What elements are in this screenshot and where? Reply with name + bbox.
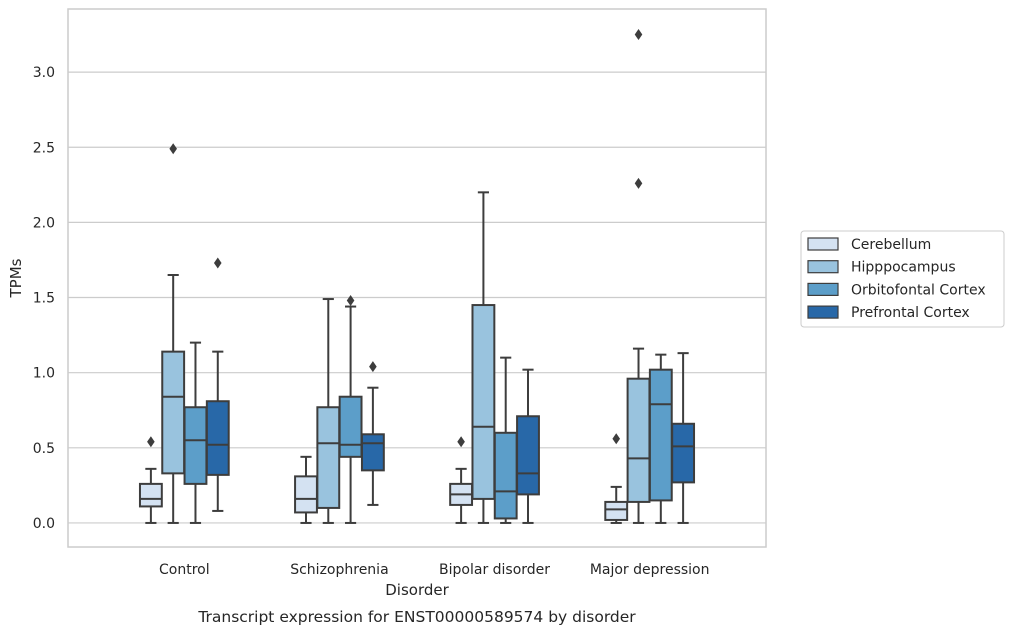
x-tick-labels: Control Schizophrenia Bipolar disorder Majo… [159, 562, 709, 578]
box-iqr [183, 406, 208, 485]
outlier-point [213, 257, 222, 269]
box [493, 356, 518, 524]
x-tick-label: Bipolar disorder [439, 562, 550, 578]
outlier-point [457, 436, 465, 448]
box-iqr [138, 482, 163, 508]
outlier-point [612, 433, 621, 445]
x-axis-title: Disorder [385, 581, 449, 599]
legend-items: Cerebellum Hipppocampus Orbitofontal Corte… [807, 237, 986, 321]
box-iqr [516, 415, 540, 496]
box [626, 29, 651, 524]
legend-swatch [807, 237, 839, 251]
y-tick-label: 2.0 [33, 215, 55, 231]
x-tick-label: Control [159, 562, 210, 578]
box [516, 368, 540, 524]
legend-label: Orbitofontal Cortex [851, 282, 986, 298]
box-iqr [648, 368, 673, 502]
box-iqr [671, 422, 696, 484]
y-axis-title: TPMs [7, 258, 25, 298]
box-iqr [294, 475, 318, 514]
box-iqr [471, 304, 496, 500]
y-tick-label: 1.0 [33, 366, 55, 382]
box [360, 361, 385, 506]
box [471, 191, 496, 524]
outlier-point [346, 295, 355, 307]
y-tick-label: 0.0 [33, 516, 55, 532]
box [316, 298, 341, 524]
box-iqr [161, 350, 186, 475]
box-series [138, 29, 696, 524]
box-iqr [626, 377, 651, 503]
legend-swatch [807, 282, 839, 296]
x-tick-label: Major depression [590, 562, 710, 578]
y-tick-label: 1.5 [33, 291, 55, 307]
box-iqr [338, 395, 363, 458]
box [604, 433, 629, 524]
outlier-point [634, 177, 643, 189]
outlier-point [369, 361, 377, 373]
y-tick-label: 0.5 [33, 441, 55, 457]
legend: Cerebellum Hipppocampus Orbitofontal Corte… [800, 230, 1005, 328]
box-iqr [316, 406, 341, 509]
y-tick-label: 3.0 [33, 65, 55, 81]
y-tick-labels: 0.0 0.5 1.0 1.5 2.0 2.5 3.0 [33, 65, 55, 532]
box-iqr [360, 433, 385, 472]
box [294, 455, 318, 524]
legend-frame [800, 230, 1005, 328]
legend-label: Cerebellum [851, 237, 931, 253]
chart-caption: Transcript expression for ENST0000058957… [197, 608, 636, 626]
box [671, 352, 696, 524]
box-iqr [493, 431, 518, 520]
box-iqr [604, 500, 629, 521]
legend-swatch [807, 305, 839, 319]
outlier-point [634, 29, 643, 41]
legend-label: Hipppocampus [851, 260, 956, 276]
x-tick-label: Schizophrenia [290, 562, 388, 578]
legend-swatch [807, 260, 839, 274]
outlier-point [147, 436, 155, 448]
box-iqr [205, 400, 230, 476]
y-tick-label: 2.5 [33, 140, 55, 156]
box [338, 295, 363, 524]
box [449, 436, 474, 524]
box [205, 257, 230, 512]
box [161, 143, 186, 524]
legend-label: Prefrontal Cortex [851, 305, 970, 321]
box [183, 341, 208, 524]
outlier-point [169, 143, 177, 155]
box [138, 436, 163, 524]
plot-area-frame [67, 8, 767, 548]
box [648, 353, 673, 524]
